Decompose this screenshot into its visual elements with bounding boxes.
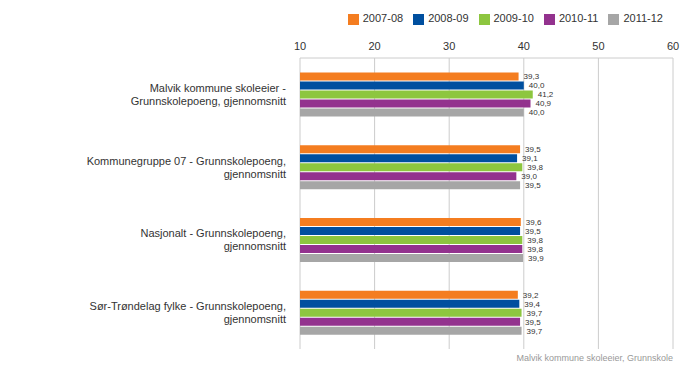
svg-text:40,9: 40,9 — [536, 99, 552, 108]
svg-text:10: 10 — [294, 40, 306, 52]
svg-text:39,7: 39,7 — [527, 309, 543, 318]
svg-text:39,5: 39,5 — [525, 145, 541, 154]
svg-text:39,8: 39,8 — [527, 163, 543, 172]
svg-text:39,1: 39,1 — [522, 154, 538, 163]
svg-text:39,4: 39,4 — [524, 300, 540, 309]
html-text:2009-10: 2009-10 — [493, 12, 534, 24]
svg-text:39,5: 39,5 — [525, 318, 541, 327]
svg-text:40,0: 40,0 — [529, 81, 545, 90]
svg-text:39,7: 39,7 — [527, 327, 543, 336]
html-text:2010-11: 2010-11 — [558, 12, 599, 24]
svg-text:39,6: 39,6 — [526, 218, 542, 227]
svg-text:41,2: 41,2 — [538, 90, 554, 99]
svg-text:50: 50 — [592, 40, 604, 52]
svg-text:40,0: 40,0 — [529, 108, 545, 117]
html-text:2007-08: 2007-08 — [362, 12, 404, 24]
svg-text:39,2: 39,2 — [523, 291, 539, 300]
svg-text:gjennomsnitt: gjennomsnitt — [224, 168, 286, 180]
svg-text:Malvik kommune skoleeier -: Malvik kommune skoleeier - — [150, 82, 287, 94]
svg-text:39,5: 39,5 — [525, 181, 541, 190]
svg-text:60: 60 — [667, 40, 679, 52]
svg-text:Sør-Trøndelag fylke - Grunnsko: Sør-Trøndelag fylke - Grunnskolepoeng, — [90, 300, 286, 312]
svg-text:39,9: 39,9 — [528, 254, 544, 263]
svg-text:20: 20 — [368, 40, 380, 52]
svg-text:39,3: 39,3 — [524, 72, 540, 81]
svg-text:Kommunegruppe 07 - Grunnskolep: Kommunegruppe 07 - Grunnskolepoeng, — [87, 155, 286, 167]
svg-text:39,0: 39,0 — [521, 172, 537, 181]
svg-text:gjennomsnitt: gjennomsnitt — [224, 240, 286, 252]
svg-text:39,5: 39,5 — [525, 227, 541, 236]
svg-text:gjennomsnitt: gjennomsnitt — [224, 313, 286, 325]
html-text:2008-09: 2008-09 — [428, 12, 469, 24]
svg-text:39,8: 39,8 — [527, 245, 543, 254]
svg-text:39,8: 39,8 — [527, 236, 543, 245]
html-text:Malvik kommune skoleeier, Grun: Malvik kommune skoleeier, Grunnskole — [516, 353, 673, 363]
svg-text:30: 30 — [443, 40, 455, 52]
svg-text:40: 40 — [518, 40, 530, 52]
html-text:2011-12: 2011-12 — [623, 12, 663, 24]
svg-text:Nasjonalt - Grunnskolepoeng,: Nasjonalt - Grunnskolepoeng, — [140, 227, 286, 239]
svg-text:Grunnskolepoeng, gjennomsnitt: Grunnskolepoeng, gjennomsnitt — [131, 95, 286, 107]
